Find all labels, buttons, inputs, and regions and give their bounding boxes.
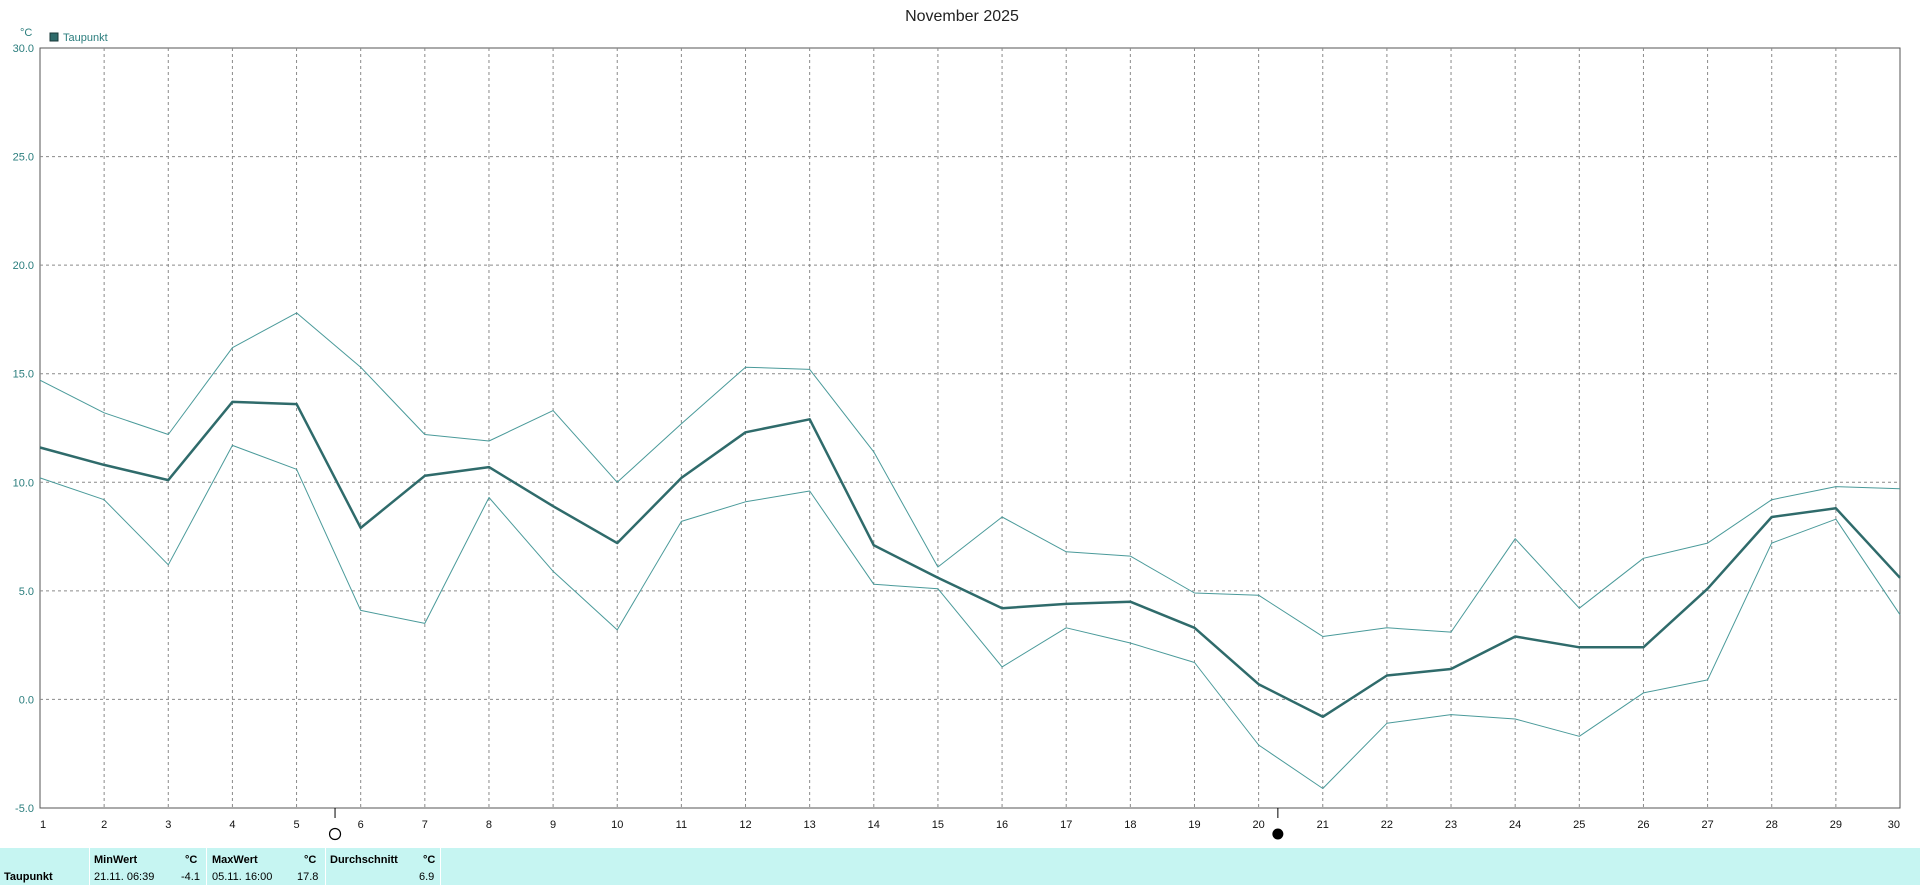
y-tick-label: 15.0: [13, 369, 34, 381]
y-tick-label: 10.0: [13, 477, 34, 489]
x-tick-label: 18: [1124, 819, 1136, 831]
stats-row-label: Taupunkt: [4, 871, 53, 883]
x-tick-label: 2: [101, 819, 107, 831]
x-tick-label: 8: [486, 819, 492, 831]
max-value: 17.8: [297, 871, 319, 883]
series-line-min: [39, 444, 1901, 789]
x-tick-label: 30: [1888, 819, 1900, 831]
min-unit: °C: [185, 854, 198, 866]
max-unit: °C: [304, 854, 317, 866]
x-tick-label: 23: [1445, 819, 1457, 831]
new-moon-icon: [1272, 828, 1284, 840]
x-tick-label: 12: [739, 819, 751, 831]
x-tick-label: 7: [422, 819, 428, 831]
chart-title: November 2025: [905, 8, 1019, 25]
series-line-max: [39, 312, 1901, 637]
x-tick-label: 27: [1701, 819, 1713, 831]
x-tick-label: 3: [165, 819, 171, 831]
x-tick-label: 10: [611, 819, 623, 831]
x-tick-label: 19: [1188, 819, 1200, 831]
max-datetime: 05.11. 16:00: [212, 871, 273, 883]
x-tick-label: 25: [1573, 819, 1585, 831]
x-tick-label: 6: [358, 819, 364, 831]
min-header: MinWert: [94, 854, 138, 866]
plot-border: [39, 47, 1901, 809]
min-datetime: 21.11. 06:39: [94, 871, 155, 883]
x-tick-label: 11: [676, 819, 687, 831]
y-tick-label: -5.0: [15, 803, 34, 815]
y-axis-unit: °C: [20, 27, 32, 39]
legend: Taupunkt: [49, 32, 108, 44]
x-tick-label: 26: [1637, 819, 1649, 831]
x-tick-label: 14: [868, 819, 880, 831]
series-line-avg: [39, 400, 1901, 719]
x-tick-label: 17: [1060, 819, 1072, 831]
x-tick-label: 9: [550, 819, 556, 831]
min-value: -4.1: [181, 871, 200, 883]
y-tick-label: 25.0: [13, 152, 34, 164]
x-tick-label: 15: [932, 819, 944, 831]
y-tick-label: 30.0: [13, 43, 34, 55]
x-tick-label: 13: [804, 819, 816, 831]
x-tick-label: 16: [996, 819, 1008, 831]
avg-value: 6.9: [419, 871, 435, 883]
legend-swatch: [49, 32, 59, 42]
y-tick-label: 5.0: [19, 586, 34, 598]
legend-label: Taupunkt: [63, 32, 108, 44]
stats-panel: Taupunkt MinWert °C 21.11. 06:39 -4.1 Ma…: [0, 848, 1920, 885]
x-tick-label: 5: [293, 819, 299, 831]
x-tick-label: 20: [1252, 819, 1264, 831]
x-tick-label: 21: [1317, 819, 1329, 831]
x-tick-label: 28: [1766, 819, 1778, 831]
axes: 30.025.020.015.010.05.00.0-5.01 2 3 4 5 6 7 8 9 1…: [13, 43, 1900, 831]
x-tick-label: 22: [1381, 819, 1393, 831]
moon-phase-layer: [328, 808, 1284, 841]
x-tick-label: 29: [1830, 819, 1842, 831]
x-tick-label: 1: [40, 819, 46, 831]
series-layer: [39, 312, 1901, 789]
avg-header: Durchschnitt: [330, 854, 398, 866]
y-tick-label: 0.0: [19, 694, 34, 706]
x-tick-label: 24: [1509, 819, 1521, 831]
max-header: MaxWert: [212, 854, 258, 866]
grid: [39, 47, 1901, 809]
avg-unit: °C: [423, 854, 436, 866]
x-tick-label: 4: [229, 819, 235, 831]
full-moon-icon: [328, 827, 342, 841]
y-tick-label: 20.0: [13, 260, 34, 272]
